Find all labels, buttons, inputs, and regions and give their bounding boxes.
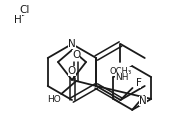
Text: HO: HO	[47, 95, 61, 103]
Text: F: F	[136, 78, 142, 88]
Text: Cl: Cl	[20, 5, 30, 15]
Text: NH: NH	[115, 73, 129, 82]
Text: N: N	[139, 96, 147, 106]
Text: OCH₃: OCH₃	[110, 66, 132, 76]
Text: N: N	[68, 39, 76, 49]
Text: H: H	[14, 15, 22, 25]
Text: O: O	[72, 50, 80, 60]
Text: O: O	[68, 66, 76, 76]
